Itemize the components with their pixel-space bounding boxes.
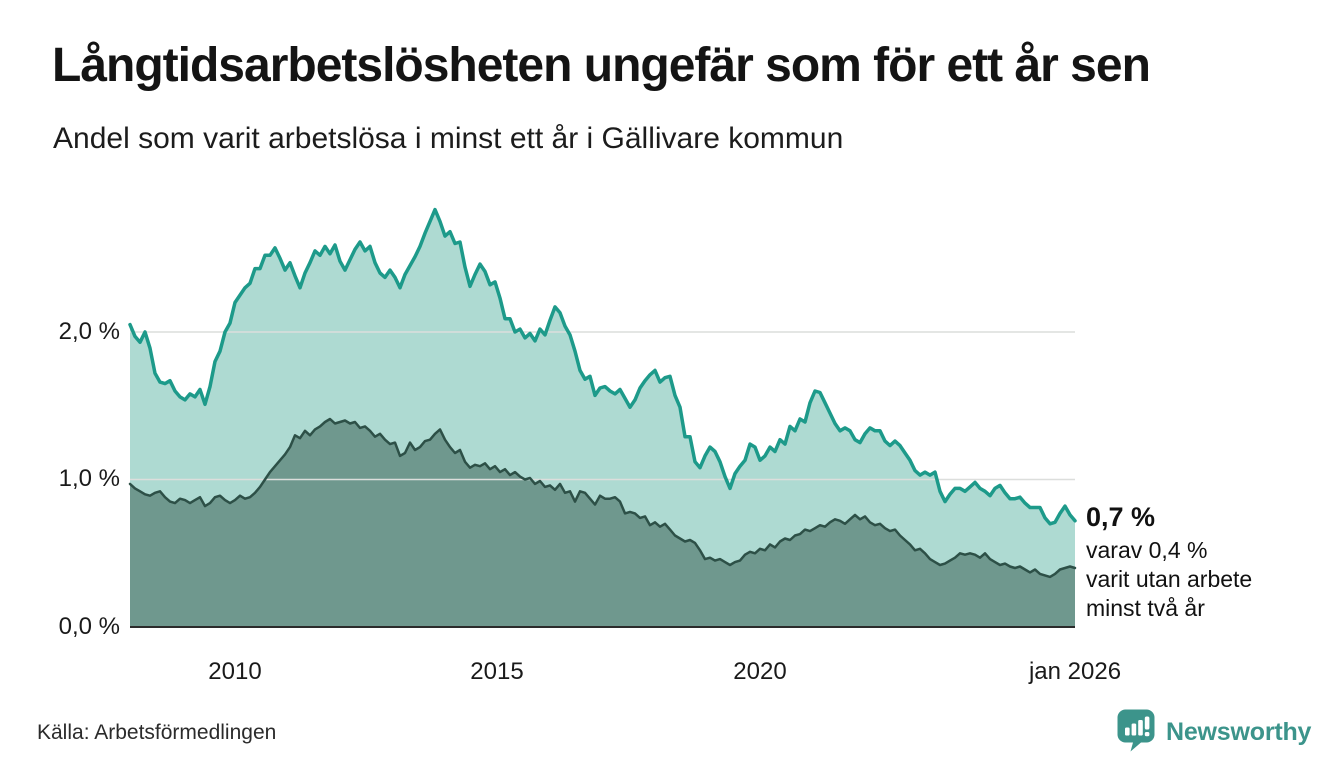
chart-subtitle: Andel som varit arbetslösa i minst ett å… [53,122,844,155]
annotation-line-2: varit utan arbete [1086,566,1253,592]
source-note: Källa: Arbetsförmedlingen [37,721,277,744]
annotation-line-1: varav 0,4 % [1086,537,1208,563]
page-title: Långtidsarbetslösheten ungefär som för e… [52,39,1151,92]
series-area-0 [130,209,1075,627]
x-tick-2020: 2020 [733,658,787,685]
latest-value-label: 0,7 % [1086,502,1156,532]
y-tick-2: 2,0 % [58,318,120,345]
series-line-1 [128,417,1077,579]
y-tick-1: 1,0 % [58,465,120,492]
annotation-line-3: minst två år [1086,595,1205,621]
x-tick-jan-2026: jan 2026 [1028,658,1122,685]
x-tick-2010: 2010 [208,658,262,685]
series-line-0 [128,207,1077,526]
x-tick-2015: 2015 [470,658,524,685]
latest-value-annotation: 0,7 % varav 0,4 % varit utan arbete mins… [1086,501,1336,623]
brand-name: Newsworthy [1166,718,1312,746]
brand-logo: Newsworthy [1116,708,1311,757]
series-area-1 [130,419,1075,627]
y-tick-0: 0,0 % [58,613,120,640]
newsworthy-badge-icon [1116,708,1157,757]
